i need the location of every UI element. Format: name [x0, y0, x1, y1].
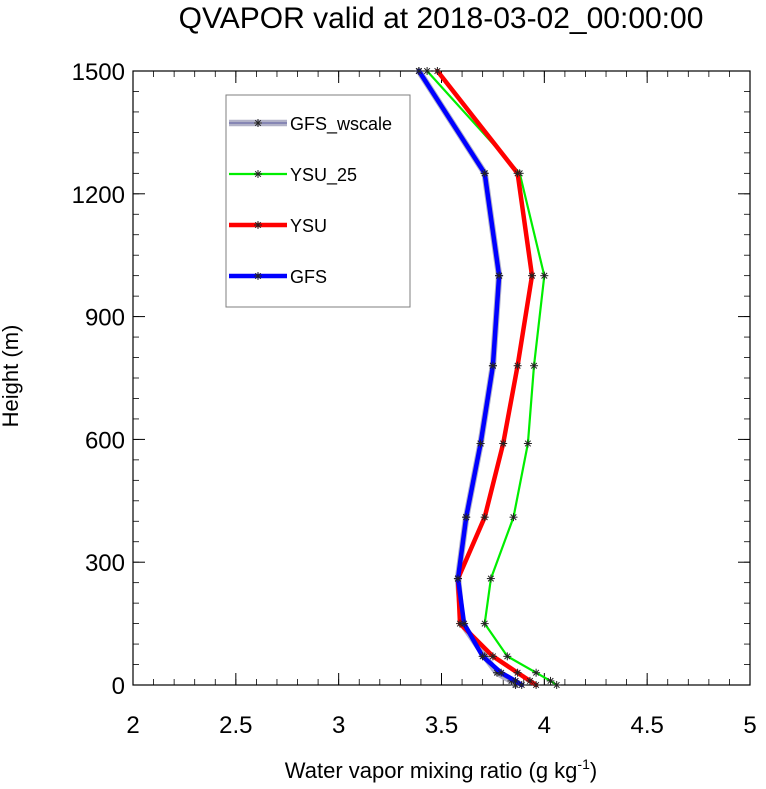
legend-item-gfs: GFS — [229, 267, 327, 287]
data-point-marker — [479, 653, 486, 660]
series-line — [426, 69, 558, 687]
data-point-marker — [495, 272, 503, 279]
x-tick-label: 4.5 — [630, 712, 663, 739]
x-axis-label-main: Water vapor mixing ratio (g kg — [285, 758, 578, 783]
data-point-marker — [504, 653, 511, 660]
x-tick-label: 3 — [332, 712, 345, 739]
legend-box — [225, 94, 411, 308]
x-tick-label: 2 — [126, 712, 139, 739]
legend-item-ysu-25: YSU_25 — [229, 165, 357, 186]
data-point-marker — [254, 221, 262, 229]
data-point-marker — [463, 514, 470, 521]
chart-title: QVAPOR valid at 2018-03-02_00:00:00 — [179, 2, 704, 35]
data-point-marker — [497, 669, 505, 676]
x-tick-label: 4 — [538, 712, 551, 739]
y-tick-label: 900 — [85, 305, 125, 332]
data-point-marker — [530, 362, 538, 369]
y-tick-label: 0 — [112, 673, 125, 700]
data-point-marker — [481, 514, 488, 521]
data-point-marker — [481, 620, 488, 627]
series-line — [435, 68, 539, 688]
series-ysu-25 — [423, 67, 561, 689]
data-point-marker — [434, 67, 441, 75]
series-line — [415, 67, 519, 689]
series-gfs-wscale — [414, 67, 520, 689]
x-tick-label: 2.5 — [219, 712, 252, 739]
data-point-marker — [510, 514, 517, 521]
data-point-marker — [528, 272, 536, 279]
data-point-marker — [481, 170, 488, 177]
legend-label: YSU_25 — [290, 165, 357, 186]
y-tick-labels: 0 300 600 900 1200 1500 — [72, 59, 125, 700]
series-line — [416, 68, 524, 688]
data-point-marker — [415, 67, 423, 75]
data-point-marker — [512, 677, 519, 685]
data-point-marker — [524, 440, 532, 447]
series-layer — [414, 67, 561, 689]
data-point-marker — [526, 677, 534, 685]
legend-label: GFS_wscale — [290, 114, 392, 135]
data-point-marker — [489, 362, 497, 369]
data-point-marker — [489, 653, 497, 660]
data-point-marker — [514, 170, 521, 177]
data-point-marker — [553, 681, 560, 689]
data-point-marker — [254, 170, 262, 178]
legend: GFS_wscale YSU_25 YSU GFS — [225, 94, 411, 308]
data-point-marker — [254, 119, 262, 127]
data-point-marker — [541, 272, 548, 279]
data-point-marker — [254, 272, 262, 280]
x-tick-label: 3.5 — [425, 712, 458, 739]
data-point-marker — [532, 669, 540, 676]
data-point-marker — [477, 440, 484, 447]
data-point-marker — [514, 362, 521, 369]
legend-item-gfs-wscale: GFS_wscale — [229, 114, 392, 135]
data-point-marker — [547, 677, 554, 685]
data-point-marker — [487, 575, 495, 582]
x-axis-label-close: ) — [590, 758, 597, 783]
data-point-marker — [532, 681, 540, 689]
series-gfs — [414, 67, 526, 689]
data-point-marker — [423, 67, 431, 75]
x-tick-label: 5 — [743, 712, 756, 739]
data-point-marker — [454, 575, 462, 582]
legend-label: YSU — [290, 216, 327, 236]
data-point-marker — [460, 620, 468, 627]
y-axis-label: Height (m) — [0, 325, 23, 428]
data-point-marker — [500, 440, 507, 447]
data-point-marker — [518, 681, 525, 689]
x-axis-label: Water vapor mixing ratio (g kg-1) — [285, 756, 597, 783]
data-point-marker — [514, 669, 521, 676]
series-line-core — [418, 70, 516, 686]
y-tick-label: 1200 — [72, 182, 125, 209]
series-ysu — [433, 67, 541, 689]
y-tick-label: 1500 — [72, 59, 125, 86]
y-tick-label: 300 — [85, 550, 125, 577]
legend-item-ysu: YSU — [229, 216, 327, 236]
y-tick-label: 600 — [85, 427, 125, 454]
x-tick-labels: 2 2.5 3 3.5 4 4.5 5 — [126, 712, 756, 739]
legend-label: GFS — [290, 267, 327, 287]
x-axis-label-superscript: -1 — [577, 756, 590, 772]
